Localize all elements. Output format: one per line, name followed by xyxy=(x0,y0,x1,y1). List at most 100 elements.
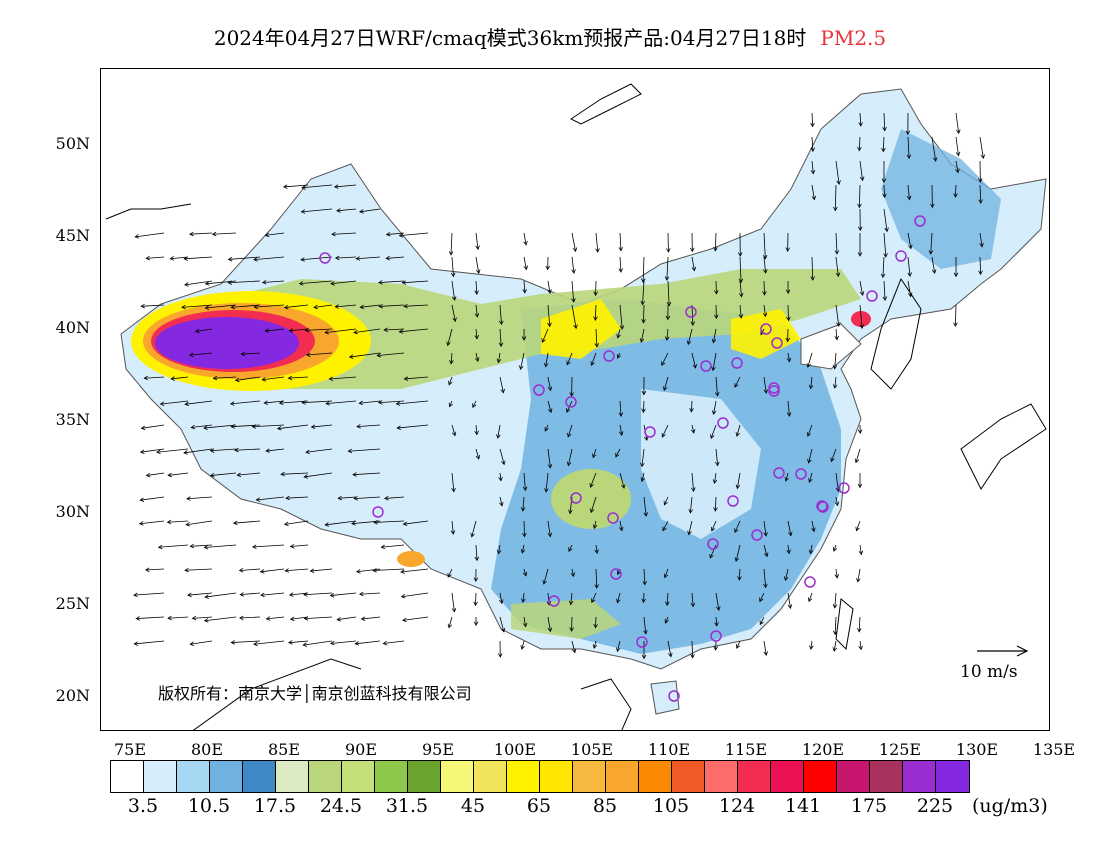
lon-label-120e: 120E xyxy=(801,740,845,759)
wind-arrow-head xyxy=(834,250,840,255)
wind-arrow-head xyxy=(618,412,624,418)
wind-arrow-head xyxy=(930,203,935,209)
wind-arrow-head xyxy=(283,304,289,310)
wind-arrow xyxy=(353,328,381,334)
wind-arrow-head xyxy=(978,178,983,183)
wind-arrow xyxy=(979,136,984,159)
wind-arrow-head xyxy=(473,601,478,607)
wind-arrow xyxy=(158,544,189,548)
wind-arrow xyxy=(190,640,213,645)
wind-arrow xyxy=(448,616,453,628)
colorbar-label: 24.5 xyxy=(319,795,363,817)
wind-arrow xyxy=(475,232,479,250)
wind-arrow xyxy=(736,472,741,489)
wind-arrow-head xyxy=(135,616,140,621)
wind-arrow xyxy=(736,640,741,649)
wind-arrow-head xyxy=(688,509,693,514)
wind-arrow-head xyxy=(285,495,290,501)
wind-arrow-head xyxy=(907,272,912,277)
wind-arrow-head xyxy=(953,322,958,327)
wind-arrow-head xyxy=(832,604,838,609)
wind-arrow-head xyxy=(451,431,457,437)
station-marker xyxy=(768,385,780,397)
wind-arrow xyxy=(191,424,213,428)
wind-arrow-head xyxy=(305,352,311,358)
wind-arrow xyxy=(571,232,576,252)
wind-arrow xyxy=(228,280,261,284)
wind-vectors xyxy=(133,112,986,660)
wind-arrow xyxy=(954,184,957,198)
wind-arrow-head xyxy=(737,252,743,257)
wind-arrow xyxy=(661,424,669,438)
wind-arrow-head xyxy=(547,289,552,294)
wind-arrow xyxy=(808,592,813,602)
wind-arrow-head xyxy=(289,616,295,622)
wind-arrow xyxy=(859,544,862,555)
wind-arrow xyxy=(617,328,621,338)
wind-arrow-head xyxy=(520,645,525,650)
title-text: 2024年04月27日WRF/cmaq模式36km预报产品:04月27日18时 xyxy=(213,26,807,50)
station-marker xyxy=(636,636,648,648)
colorbar-swatch xyxy=(276,761,309,792)
wind-arrow xyxy=(691,472,694,492)
wind-arrow-head xyxy=(189,543,195,549)
pollutant-label: PM2.5 xyxy=(820,26,887,50)
wind-arrow xyxy=(497,424,501,439)
wind-arrow xyxy=(907,280,912,297)
wind-arrow-head xyxy=(811,527,816,533)
wind-arrow xyxy=(289,592,309,596)
wind-arrow xyxy=(640,328,645,343)
wind-arrow xyxy=(763,256,767,274)
lat-label-35n: 35N xyxy=(55,410,90,429)
wind-arrow-head xyxy=(734,383,739,388)
wind-arrow xyxy=(497,352,501,363)
wind-arrow-head xyxy=(253,641,258,647)
wind-arrow-head xyxy=(498,476,503,482)
wind-arrow xyxy=(907,256,911,277)
wind-arrow xyxy=(499,496,503,506)
wind-arrow xyxy=(591,352,597,366)
wind-arrow xyxy=(359,208,381,213)
wind-arrow-head xyxy=(402,617,407,623)
taiwan-outline xyxy=(835,598,854,651)
wind-arrow xyxy=(523,472,526,491)
wind-arrow xyxy=(475,352,479,362)
tibet-orange xyxy=(397,551,425,567)
wind-arrow xyxy=(290,544,309,547)
wind-arrow xyxy=(739,256,742,283)
wind-arrow-head xyxy=(547,627,553,633)
wind-arrow-head xyxy=(543,362,549,368)
wind-arrow xyxy=(136,616,165,619)
wind-arrow xyxy=(859,280,864,296)
wind-arrow xyxy=(523,616,527,627)
wind-arrow xyxy=(811,256,814,280)
wind-arrow-head xyxy=(640,477,645,483)
wind-arrow xyxy=(593,640,597,649)
wind-arrow-head xyxy=(298,281,304,286)
wind-arrow xyxy=(144,376,165,379)
wind-arrow xyxy=(615,448,621,458)
wind-arrow-head xyxy=(334,304,340,309)
wind-arrow-head xyxy=(359,209,364,214)
wind-arrow-head xyxy=(278,400,284,406)
wind-arrow xyxy=(252,424,285,428)
wind-arrow-head xyxy=(786,549,791,555)
wind-arrow-head xyxy=(359,304,365,310)
colorbar-swatch xyxy=(870,761,903,792)
wind-arrow xyxy=(448,376,453,385)
wind-arrow xyxy=(883,112,886,131)
wind-arrow xyxy=(305,448,333,453)
wind-arrow-head xyxy=(663,573,669,579)
wind-arrow xyxy=(809,472,813,483)
wind-arrow-head xyxy=(288,328,294,333)
wind-arrow-head xyxy=(139,449,145,454)
wind-arrow xyxy=(359,592,381,595)
wind-arrow-head xyxy=(710,434,715,439)
wind-arrow-head xyxy=(806,363,811,368)
wind-arrow-head xyxy=(398,233,404,238)
wind-arrow-head xyxy=(289,543,295,549)
wind-arrow xyxy=(663,376,669,391)
reference-vector: 10 m/s xyxy=(960,645,1029,682)
wind-arrow-head xyxy=(184,401,189,407)
wind-arrow-head xyxy=(854,458,860,464)
